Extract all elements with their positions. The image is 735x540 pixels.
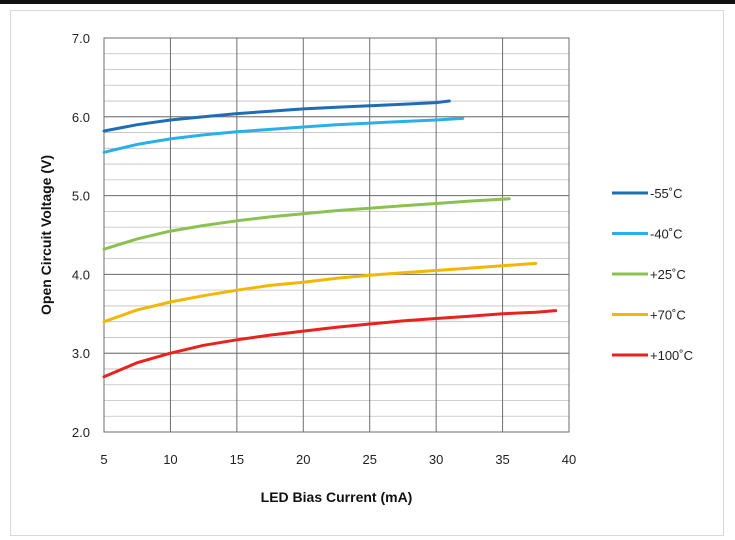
y-axis-title: Open Circuit Voltage (V) xyxy=(38,155,54,315)
legend-label: +25˚C xyxy=(650,267,686,282)
series-line xyxy=(102,309,558,379)
series-lines xyxy=(102,99,558,379)
x-tick-label: 10 xyxy=(163,452,177,467)
series-line xyxy=(102,116,465,154)
x-tick-label: 40 xyxy=(562,452,576,467)
y-tick-labels: 2.0 3.0 4.0 5.0 6.0 7.0 xyxy=(72,31,90,440)
top-border xyxy=(0,0,735,4)
legend: -55˚C -40˚C +25˚C +70˚C +100˚C xyxy=(612,186,693,363)
y-tick-label: 6.0 xyxy=(72,110,90,125)
legend-label: -40˚C xyxy=(650,227,683,242)
major-gridlines xyxy=(103,37,570,433)
y-tick-label: 2.0 xyxy=(72,425,90,440)
series-line xyxy=(102,197,511,251)
plot-border xyxy=(103,37,570,433)
x-tick-label: 20 xyxy=(296,452,310,467)
series-line xyxy=(102,99,451,133)
x-tick-label: 35 xyxy=(495,452,509,467)
chart-frame xyxy=(10,10,724,536)
x-axis-title: LED Bias Current (mA) xyxy=(261,489,413,505)
legend-label: -55˚C xyxy=(650,186,683,201)
y-tick-label: 7.0 xyxy=(72,31,90,46)
y-tick-label: 5.0 xyxy=(72,189,90,204)
legend-label: +70˚C xyxy=(650,308,686,323)
x-tick-label: 5 xyxy=(100,452,107,467)
y-tick-label: 3.0 xyxy=(72,346,90,361)
x-tick-labels: 5 10 15 20 25 30 35 40 xyxy=(100,452,576,467)
series-line xyxy=(102,261,538,324)
legend-label: +100˚C xyxy=(650,348,693,363)
x-tick-label: 30 xyxy=(429,452,443,467)
x-tick-label: 15 xyxy=(230,452,244,467)
x-tick-label: 25 xyxy=(362,452,376,467)
y-tick-label: 4.0 xyxy=(72,267,90,282)
